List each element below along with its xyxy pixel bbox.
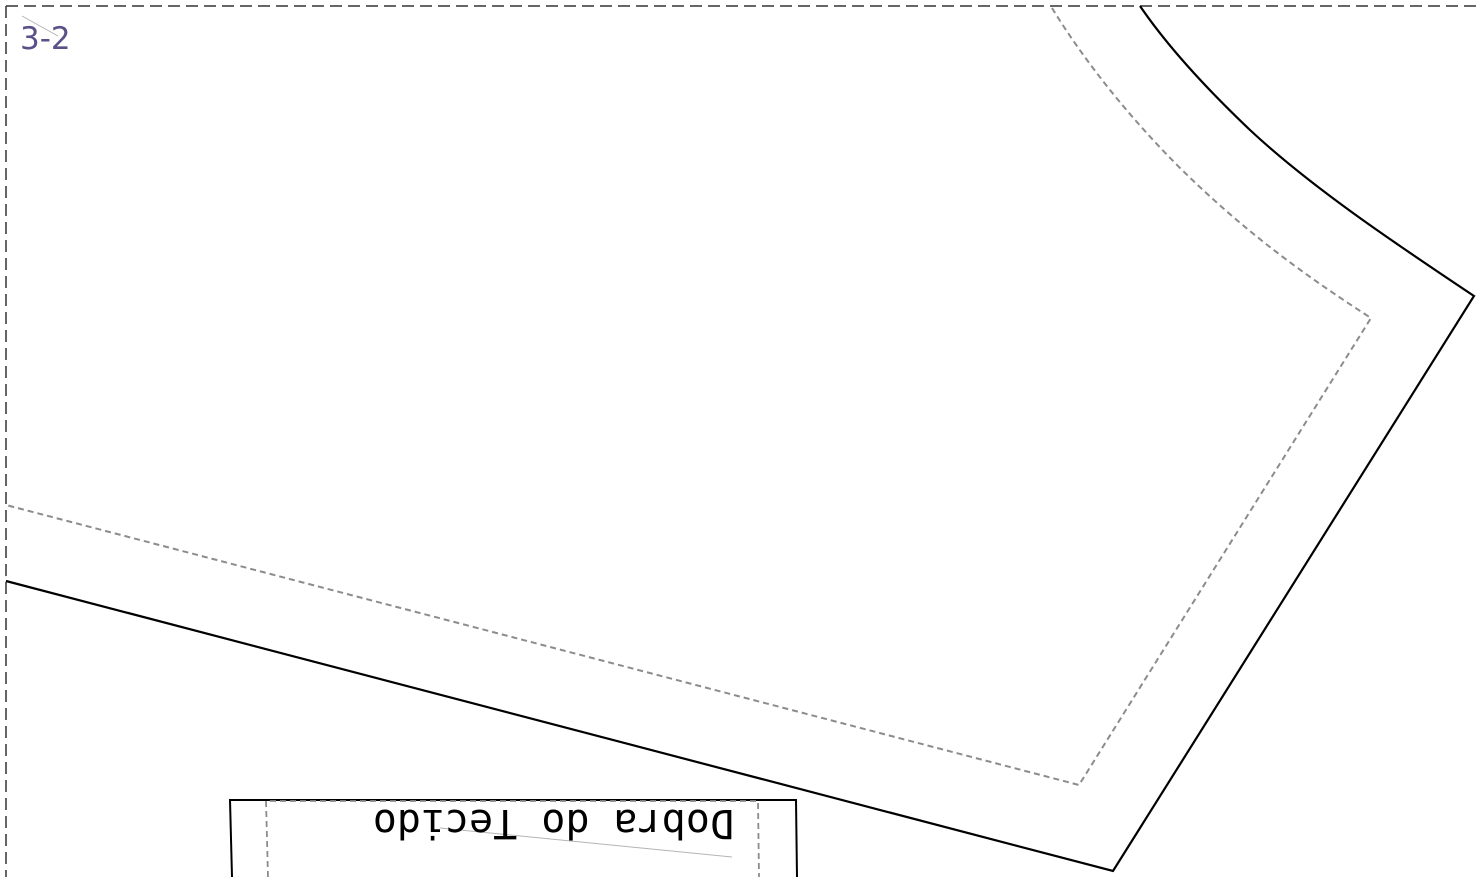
fold-marker-seam-edge [265,800,760,877]
sleeve-cut-line [5,5,1476,873]
page-label-hint-line [21,15,59,37]
page-border [5,5,1477,877]
page-label: 3-2 [20,21,71,57]
fold-label: Dobra do Tecido [373,800,734,846]
fold-marker-cut-edge [228,799,798,877]
fold-marker: Dobra do Tecido [228,799,798,877]
fold-label-hint-line [439,827,733,858]
sleeve-seam-line [5,7,1373,787]
